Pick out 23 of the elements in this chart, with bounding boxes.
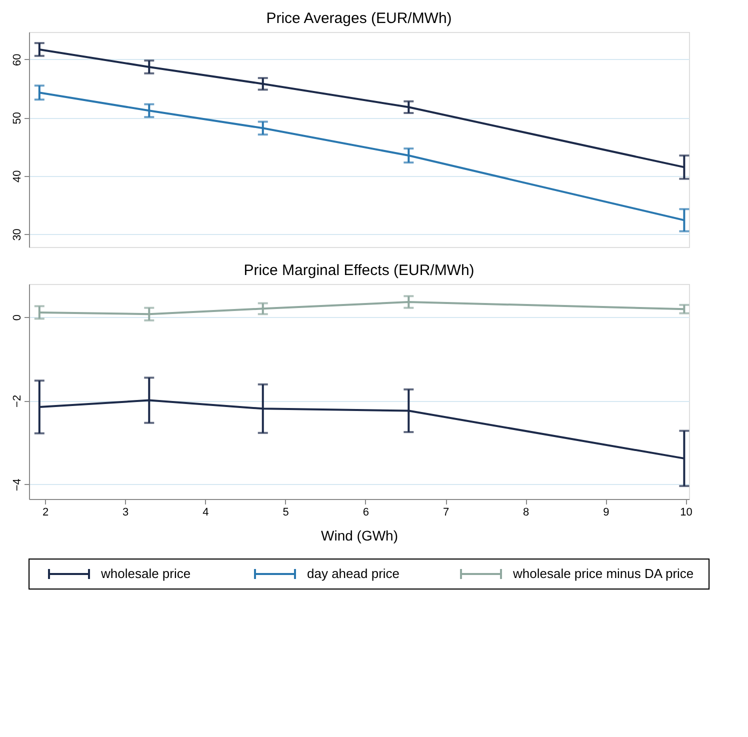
chart-title: Price Averages (EUR/MWh) [266, 10, 452, 27]
x-tick-label: 5 [282, 506, 289, 518]
x-tick-label: 10 [680, 506, 692, 518]
x-tick-label: 8 [523, 506, 530, 518]
legend-label: wholesale price minus DA price [512, 566, 694, 581]
y-tick-label: 50 [12, 112, 24, 124]
x-tick-label: 6 [362, 506, 369, 518]
x-tick-label: 7 [442, 506, 450, 518]
line-series [38, 300, 686, 316]
chart-title: Price Marginal Effects (EUR/MWh) [244, 262, 474, 279]
y-tick-label: −2 [12, 394, 24, 408]
y-tick-label: −4 [12, 478, 24, 492]
y-tick-label: 40 [12, 170, 24, 183]
legend-label: wholesale price [100, 566, 191, 581]
x-tick-label: 3 [122, 506, 129, 518]
y-tick-label: 30 [12, 228, 24, 241]
y-tick-label: 60 [12, 54, 24, 66]
x-axis-title: Wind (GWh) [321, 528, 398, 544]
y-tick-label: 0 [12, 314, 24, 321]
x-tick-label: 9 [603, 506, 610, 518]
legend-label: day ahead price [307, 566, 400, 581]
x-tick-label: 2 [42, 506, 49, 518]
x-tick-label: 4 [202, 506, 209, 518]
